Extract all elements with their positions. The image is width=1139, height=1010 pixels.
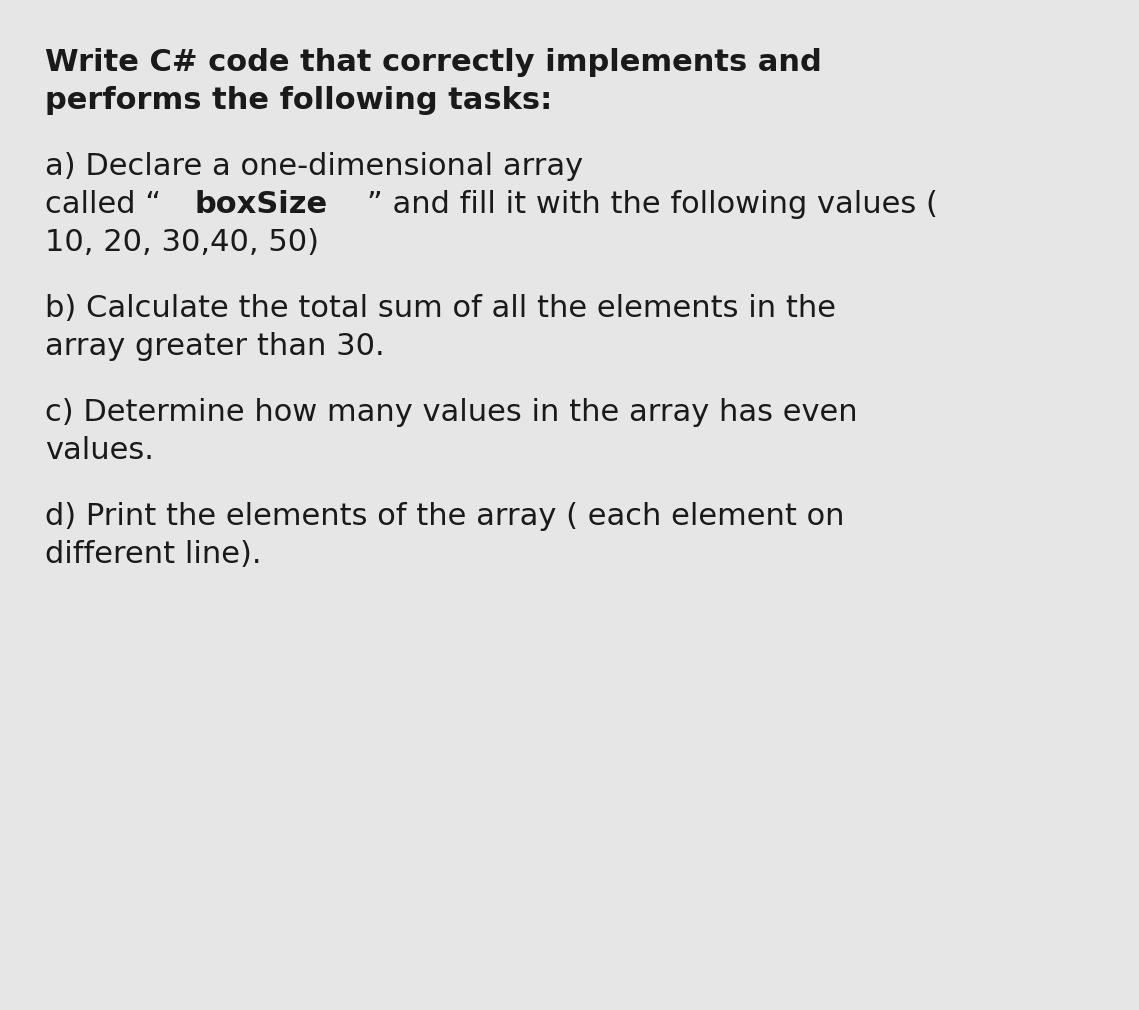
Text: d) Print the elements of the array ( each element on: d) Print the elements of the array ( eac… xyxy=(46,502,844,531)
Text: different line).: different line). xyxy=(46,540,262,569)
Text: called “: called “ xyxy=(46,190,161,219)
Text: boxSize: boxSize xyxy=(195,190,328,219)
Text: Write C# code that correctly implements and: Write C# code that correctly implements … xyxy=(46,48,821,77)
Text: c) Determine how many values in the array has even: c) Determine how many values in the arra… xyxy=(46,398,858,427)
Text: a) Declare a one-dimensional array: a) Declare a one-dimensional array xyxy=(46,152,583,181)
Text: ” and fill it with the following values (: ” and fill it with the following values … xyxy=(367,190,937,219)
Text: values.: values. xyxy=(46,436,154,465)
Text: b) Calculate the total sum of all the elements in the: b) Calculate the total sum of all the el… xyxy=(46,294,836,323)
Text: performs the following tasks:: performs the following tasks: xyxy=(46,86,552,115)
Text: 10, 20, 30,40, 50): 10, 20, 30,40, 50) xyxy=(46,228,319,257)
Text: array greater than 30.: array greater than 30. xyxy=(46,332,385,361)
